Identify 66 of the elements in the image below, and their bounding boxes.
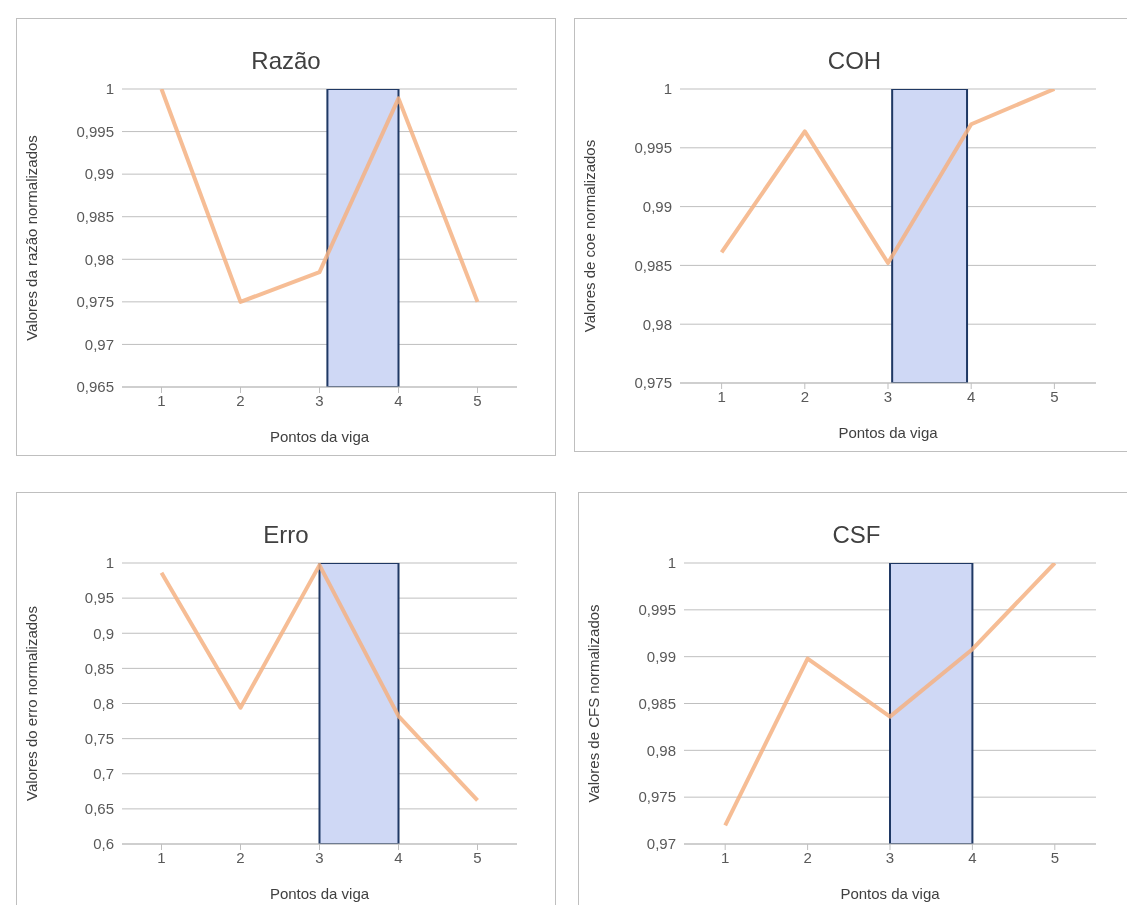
line-series xyxy=(723,563,1057,828)
y-tick-label: 0,995 xyxy=(638,601,676,619)
y-tick-label: 0,9 xyxy=(93,624,114,642)
x-tick-label: 5 xyxy=(473,848,482,866)
y-tick-label: 0,995 xyxy=(76,122,114,140)
line-series xyxy=(159,89,480,304)
y-tick-label: 0,95 xyxy=(84,589,114,607)
y-tick-label: 0,985 xyxy=(638,694,676,712)
x-tick-label: 4 xyxy=(968,848,977,866)
x-axis-title: Pontos da viga xyxy=(838,424,939,441)
y-tick-label: 0,985 xyxy=(76,208,114,226)
x-tick-label: 2 xyxy=(236,848,245,866)
y-tick-label: 1 xyxy=(667,554,676,572)
y-tick-label: 0,6 xyxy=(93,835,114,853)
y-tick-label: 0,97 xyxy=(646,835,676,853)
x-tick-label: 2 xyxy=(800,387,809,405)
y-tick-label: 0,7 xyxy=(93,765,114,783)
x-tick-label: 1 xyxy=(157,391,166,409)
x-tick-label: 3 xyxy=(885,848,895,866)
x-tick-label: 5 xyxy=(473,391,482,409)
x-tick-label: 4 xyxy=(394,848,403,866)
line-series xyxy=(719,89,1057,266)
y-tick-label: 0,99 xyxy=(642,197,672,215)
chart-title: Razão xyxy=(250,47,322,75)
x-axis-title: Pontos da viga xyxy=(269,428,370,445)
x-tick-label: 2 xyxy=(803,848,812,866)
y-tick-label: 1 xyxy=(663,80,672,98)
x-tick-label: 2 xyxy=(236,391,245,409)
y-tick-label: 0,97 xyxy=(84,335,114,353)
x-tick-label: 5 xyxy=(1050,387,1059,405)
y-tick-label: 0,995 xyxy=(634,139,672,157)
y-tick-label: 0,85 xyxy=(84,659,114,677)
x-tick-label: 1 xyxy=(721,848,730,866)
y-tick-label: 1 xyxy=(105,554,114,572)
x-tick-label: 4 xyxy=(967,387,976,405)
y-axis-title: Valores do erro normalizados xyxy=(23,606,41,801)
chart-title: COH xyxy=(826,47,883,75)
y-tick-label: 0,965 xyxy=(76,378,114,396)
y-tick-label: 0,98 xyxy=(642,315,672,333)
y-tick-label: 0,98 xyxy=(84,250,114,268)
y-tick-label: 0,99 xyxy=(646,647,676,665)
x-tick-label: 5 xyxy=(1050,848,1059,866)
x-tick-label: 4 xyxy=(394,391,403,409)
y-tick-label: 0,75 xyxy=(84,729,114,747)
y-axis-title: Valores da razão normalizados xyxy=(23,135,41,341)
y-tick-label: 0,99 xyxy=(84,165,114,183)
y-tick-label: 0,8 xyxy=(93,694,114,712)
y-tick-label: 0,975 xyxy=(76,293,114,311)
y-axis-title: Valores de coe normalizados xyxy=(581,139,599,333)
x-tick-label: 3 xyxy=(315,848,324,866)
y-tick-label: 0,975 xyxy=(638,788,676,806)
chart-title: CSF xyxy=(831,521,882,549)
x-axis-title: Pontos da viga xyxy=(840,885,941,902)
x-tick-label: 1 xyxy=(157,848,166,866)
y-tick-label: 1 xyxy=(105,80,114,98)
y-tick-label: 0,65 xyxy=(84,800,114,818)
y-axis-title: Valores de CFS normalizados xyxy=(585,604,603,803)
chart-title: Erro xyxy=(262,521,310,549)
x-tick-label: 1 xyxy=(717,387,726,405)
y-tick-label: 0,975 xyxy=(634,374,672,392)
y-tick-label: 0,985 xyxy=(634,256,672,274)
y-tick-label: 0,98 xyxy=(646,741,676,759)
x-axis-title: Pontos da viga xyxy=(269,885,370,902)
x-tick-label: 3 xyxy=(883,387,893,405)
line-series xyxy=(159,563,480,803)
x-tick-label: 3 xyxy=(315,391,324,409)
